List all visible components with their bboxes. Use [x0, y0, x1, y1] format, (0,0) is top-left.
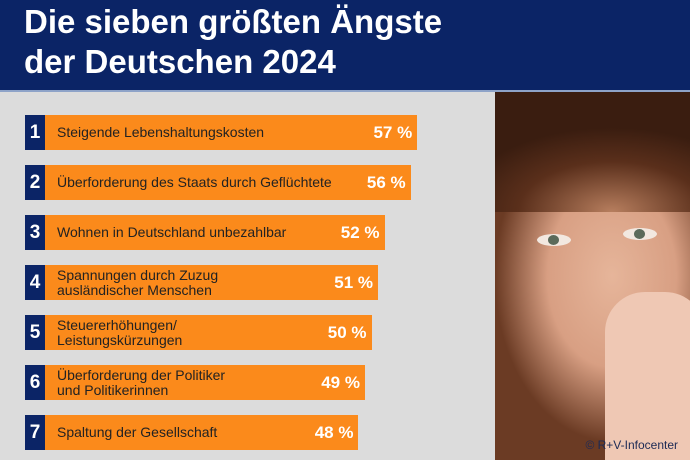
rank-badge: 7 [25, 415, 45, 450]
hair [495, 92, 690, 212]
bar-label: Steuererhöhungen/ Leistungskürzungen [57, 316, 183, 348]
chart-title: Die sieben größten Ängste der Deutschen … [24, 2, 442, 82]
title-line-1: Die sieben größten Ängste [24, 3, 443, 40]
bar: Überforderung des Staats durch Geflüchte… [45, 165, 411, 200]
rank-badge: 4 [25, 265, 45, 300]
source-credit: © R+V-Infocenter [585, 438, 678, 452]
value-label: 49 % [321, 373, 360, 392]
value-label: 48 % [314, 423, 354, 442]
bar-label: Steigende Lebenshaltungskosten [57, 124, 265, 140]
bar-label: Wohnen in Deutschland unbezahlbar [57, 224, 287, 240]
header: Die sieben größten Ängste der Deutschen … [0, 0, 690, 92]
value-label: 52 % [340, 223, 380, 242]
bar: Steuererhöhungen/ Leistungskürzungen 50 % [45, 315, 372, 350]
hand [605, 292, 690, 460]
bar: Spaltung der Gesellschaft 48 % [45, 415, 359, 450]
bar: Überforderung der Politiker und Politike… [45, 365, 365, 400]
woman-photo: © R+V-Infocenter [495, 92, 690, 460]
value-label: 57 % [373, 123, 413, 142]
value-label: 51 % [334, 273, 374, 292]
rank-badge: 6 [25, 365, 45, 400]
rank-badge: 5 [25, 315, 45, 350]
bar: Spannungen durch Zuzug ausländischer Men… [45, 265, 379, 300]
bar-label: Überforderung der Politiker und Politike… [57, 366, 226, 398]
bar-label: Überforderung des Staats durch Geflüchte… [57, 174, 332, 190]
rank-badge: 1 [25, 115, 45, 150]
rank-badge: 2 [25, 165, 45, 200]
rank-badge: 3 [25, 215, 45, 250]
bar: Wohnen in Deutschland unbezahlbar 52 % [45, 215, 385, 250]
bar: Steigende Lebenshaltungskosten 57 % [45, 115, 418, 150]
title-line-2: der Deutschen 2024 [24, 43, 336, 80]
bar-label: Spaltung der Gesellschaft [57, 424, 218, 440]
value-label: 50 % [327, 323, 367, 342]
value-label: 56 % [366, 173, 406, 192]
bar-label: Spannungen durch Zuzug ausländischer Men… [57, 266, 219, 298]
eye-left [537, 234, 571, 246]
eye-right [623, 228, 657, 240]
